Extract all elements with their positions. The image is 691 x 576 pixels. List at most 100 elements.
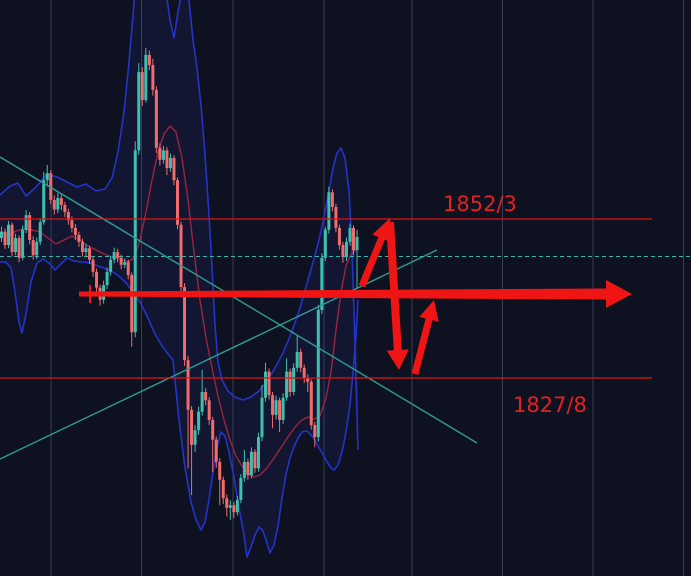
bear-candle [3, 228, 7, 249]
bear-candle [66, 208, 70, 225]
bear-candle [232, 502, 236, 518]
level-label: 1852/3 [443, 192, 517, 216]
bear-candle [31, 236, 35, 260]
bull-candle [281, 393, 285, 424]
bull-candle [239, 474, 243, 504]
bear-candle [221, 476, 225, 504]
bear-candle [17, 235, 21, 263]
bear-candle [341, 241, 345, 263]
bear-candle [288, 368, 292, 397]
bear-candle [172, 155, 176, 186]
bear-candle [352, 225, 355, 256]
bear-candle [253, 449, 257, 473]
bear-candle [126, 259, 130, 280]
bear-candle [88, 245, 91, 265]
bull-candle [144, 47, 148, 103]
bull-candle [137, 63, 141, 155]
target-arrow-tick [89, 285, 91, 303]
bull-candle [242, 449, 246, 482]
bear-candle [211, 416, 215, 473]
bear-candle [271, 391, 275, 429]
bear-candle [63, 201, 67, 218]
bear-candle [59, 194, 63, 211]
drop-arrow[interactable] [386, 221, 409, 370]
bear-candle [119, 254, 123, 270]
bull-candle [235, 495, 239, 516]
bull-candle [112, 247, 116, 264]
descending-trendline[interactable] [0, 156, 478, 444]
bear-candle [140, 66, 144, 106]
bear-candle [302, 364, 306, 384]
bear-candle [52, 195, 56, 215]
bear-candle [299, 348, 303, 373]
bear-candle [154, 86, 158, 153]
bear-candle [207, 397, 211, 426]
bull-candle [355, 229, 359, 289]
bull-candle [168, 153, 172, 172]
bear-candle [77, 231, 81, 247]
bear-candle [330, 189, 334, 212]
moving-average-line [0, 125, 357, 478]
bear-candle [218, 458, 222, 506]
bollinger-band [0, 0, 359, 558]
bear-candle [91, 256, 95, 277]
bear-candle [334, 203, 338, 233]
bull-candle [123, 258, 127, 268]
bull-candle [84, 243, 88, 256]
price-level-1852-3[interactable]: 1852/3 [0, 192, 652, 220]
bull-candle [197, 406, 201, 435]
bull-candle [320, 253, 324, 314]
bull-candle [45, 164, 49, 187]
bear-candle [116, 248, 120, 263]
candles-layer [0, 47, 359, 520]
bull-candle [256, 432, 260, 472]
bear-candle [267, 368, 271, 400]
bear-candle [278, 397, 282, 433]
bull-candle [109, 255, 113, 276]
level-label: 1827/8 [513, 393, 587, 417]
bull-candle [274, 395, 278, 420]
bull-candle [133, 141, 137, 338]
bear-candle [204, 388, 208, 406]
target-arrow[interactable] [79, 280, 632, 308]
bear-candle [147, 50, 151, 71]
bear-candle [95, 268, 99, 294]
bull-candle [161, 145, 165, 164]
bear-candle [10, 222, 14, 257]
bull-candle [35, 237, 39, 260]
bear-candle [158, 143, 162, 166]
bull-candle [193, 425, 197, 452]
price-level-1827-8[interactable]: 1827/8 [0, 377, 652, 417]
bear-candle [190, 405, 194, 496]
bollinger-upper-line [0, 0, 359, 451]
bull-candle [323, 227, 327, 261]
bull-candle [14, 233, 18, 256]
bear-candle [337, 224, 341, 250]
bull-candle [21, 225, 25, 261]
bull-candle [200, 369, 204, 416]
rebound-arrow[interactable] [411, 300, 439, 375]
test-resistance-arrow[interactable] [358, 218, 391, 288]
bull-candle [42, 171, 46, 225]
bear-candle [186, 355, 190, 469]
bear-candle [165, 147, 169, 176]
bull-candle [260, 384, 264, 441]
bull-candle [285, 358, 289, 401]
bull-candle [327, 186, 331, 234]
bull-candle [292, 363, 296, 396]
bull-candle [249, 447, 253, 479]
bull-candle [7, 220, 11, 249]
bear-candle [313, 421, 317, 448]
bull-candle [0, 226, 3, 242]
bull-candle [264, 362, 267, 402]
bull-candle [344, 237, 348, 261]
bull-candle [56, 192, 60, 214]
bull-candle [316, 304, 320, 442]
bear-candle [73, 224, 77, 240]
bear-candle [151, 58, 155, 96]
bull-candle [24, 210, 28, 233]
bull-candle [295, 334, 299, 372]
bull-candle [105, 267, 109, 289]
